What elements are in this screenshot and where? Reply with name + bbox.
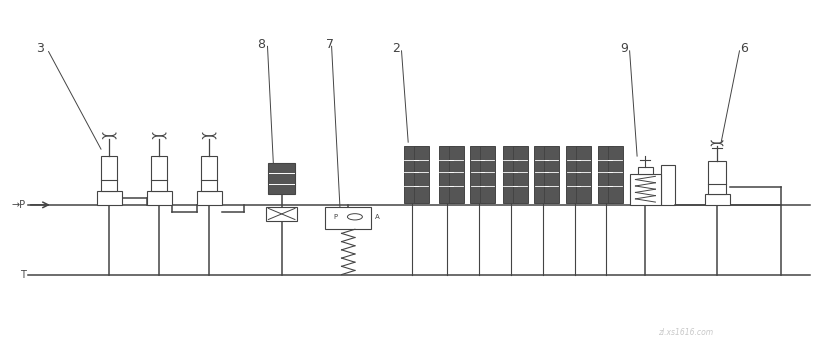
Bar [566,145,581,203]
Bar [325,207,371,229]
Bar [197,191,222,205]
Bar [608,145,623,203]
Text: →P: →P [12,200,26,210]
Bar [576,145,591,203]
Bar [638,166,654,173]
Bar [629,173,661,205]
Text: A: A [375,214,380,220]
Text: P: P [334,214,338,220]
Bar [147,191,172,205]
Text: 6: 6 [740,41,747,55]
Text: 3: 3 [36,41,44,55]
Bar [268,163,295,194]
Bar [201,156,217,191]
Bar [503,145,518,203]
Bar [266,207,297,221]
Bar [438,145,453,203]
Bar [480,145,495,203]
Bar [151,156,168,191]
Text: T: T [20,269,26,280]
Bar [404,145,419,203]
Bar [708,161,726,194]
Bar [414,145,428,203]
Bar [470,145,485,203]
Bar [513,145,528,203]
Bar [535,145,549,203]
Text: 2: 2 [392,41,401,55]
Text: 7: 7 [326,38,334,51]
Text: 8: 8 [256,38,265,51]
Bar [545,145,559,203]
Bar [661,165,675,205]
Bar [597,145,613,203]
Text: 9: 9 [621,41,628,55]
Bar [97,191,122,205]
Text: zl.xs1616.com: zl.xs1616.com [658,328,713,337]
Bar [448,145,463,203]
Bar [101,156,117,191]
Bar [705,194,730,205]
